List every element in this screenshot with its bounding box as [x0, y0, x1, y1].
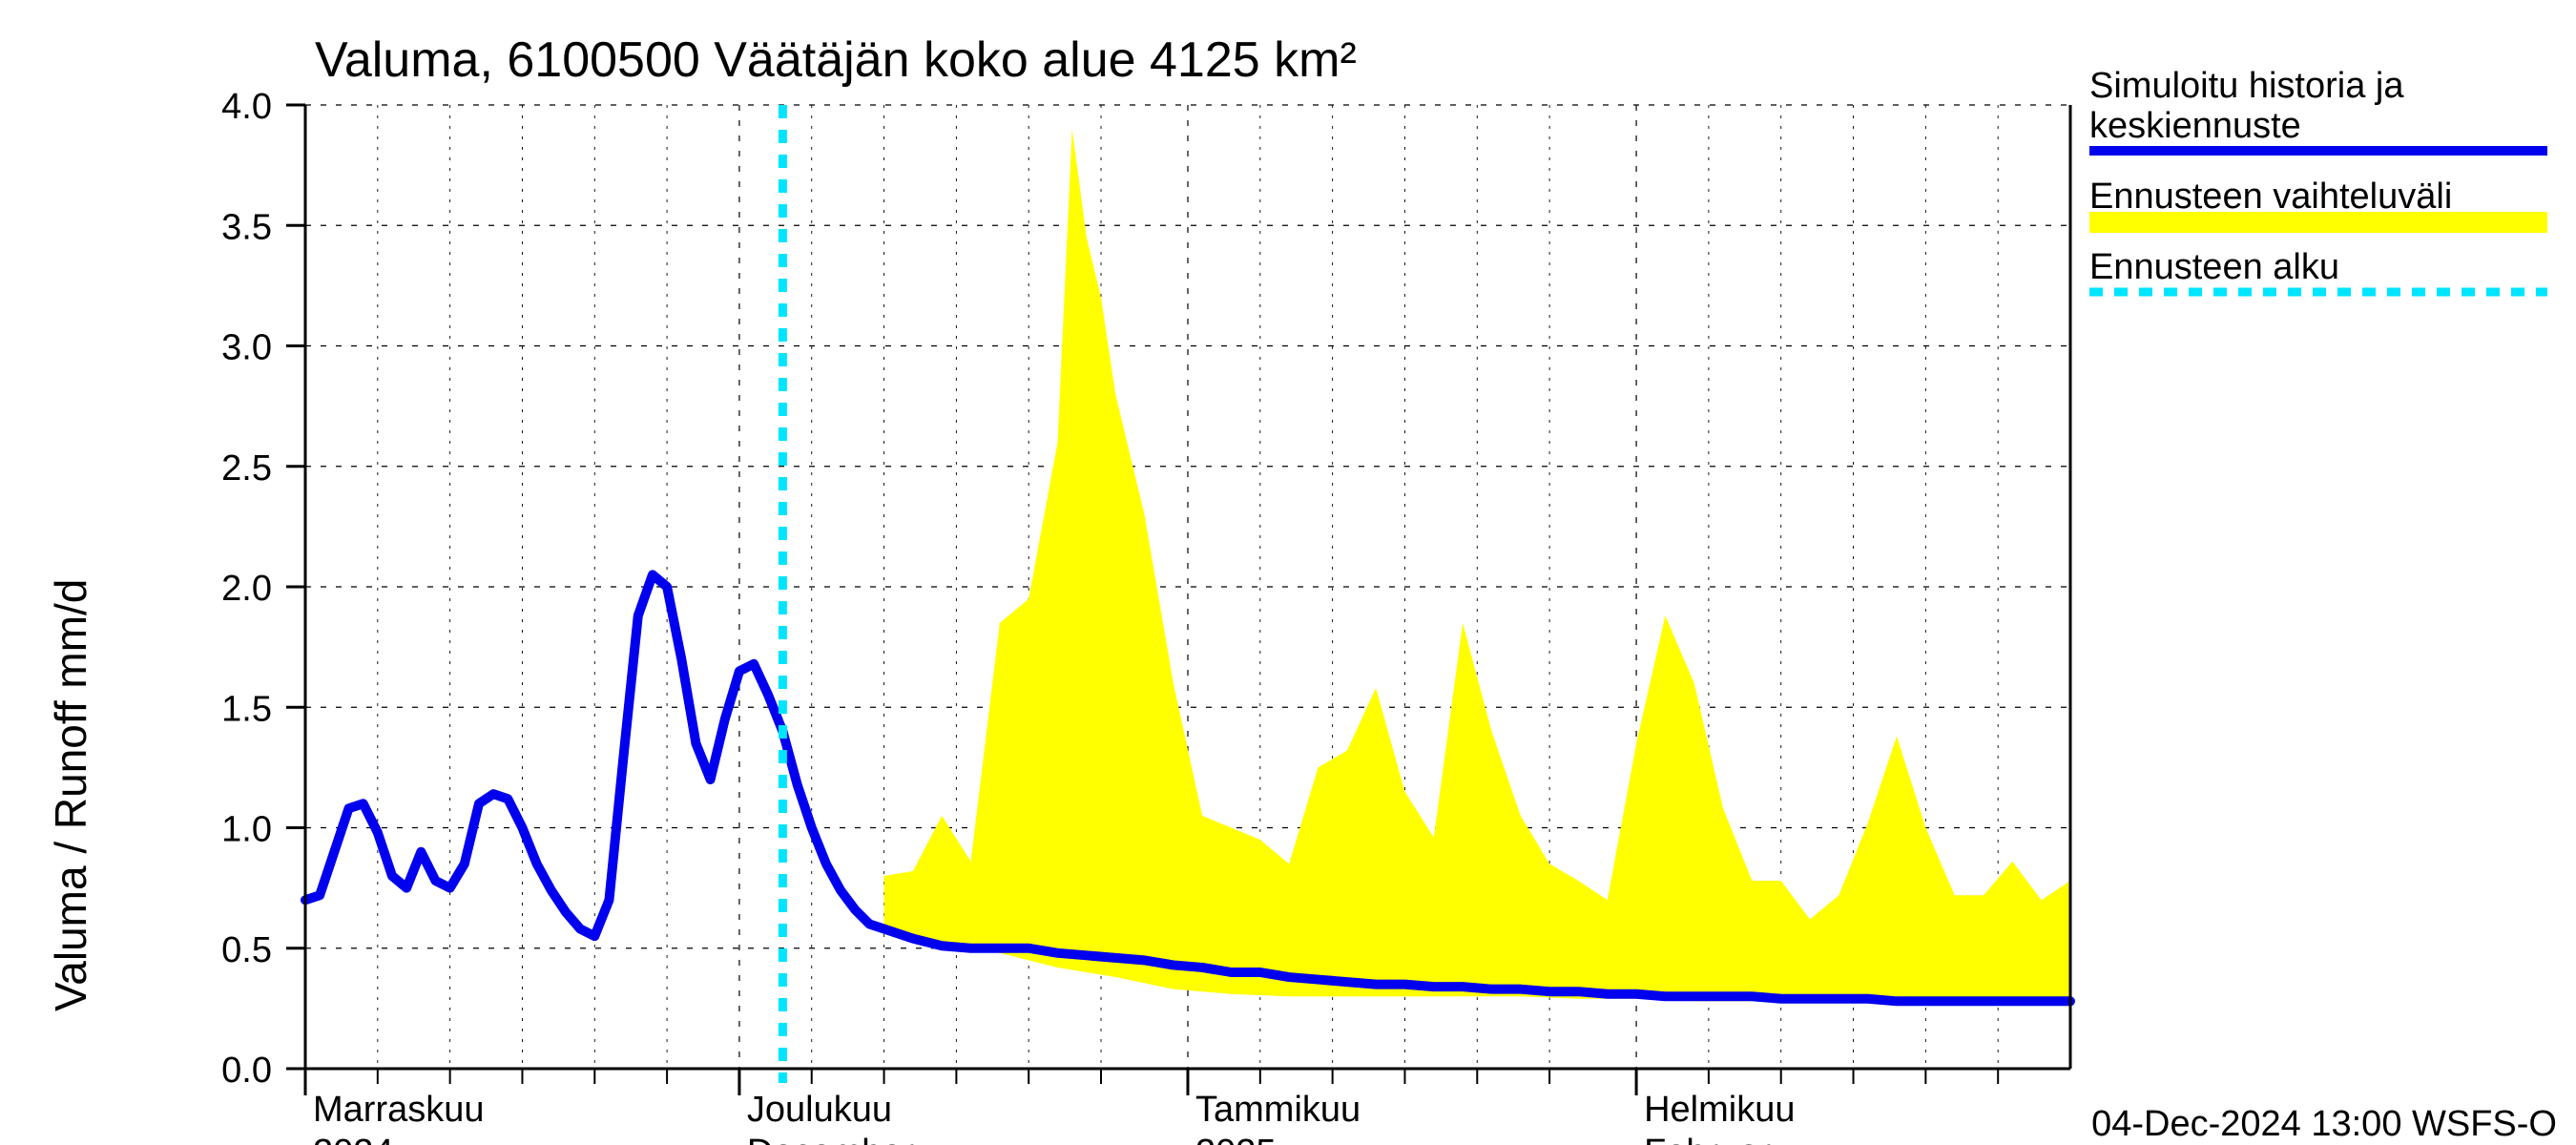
y-tick-label: 2.0: [221, 569, 272, 609]
x-month-label-bottom: 2025: [1195, 1133, 1277, 1145]
y-tick-label: 1.0: [221, 810, 272, 850]
legend-swatch-rect: [2089, 212, 2547, 233]
y-tick-label: 4.0: [221, 87, 272, 127]
x-month-label-top: Marraskuu: [313, 1090, 485, 1130]
chart-title: Valuma, 6100500 Väätäjän koko alue 4125 …: [315, 32, 1357, 88]
y-tick-label: 3.0: [221, 328, 272, 368]
x-month-label-top: Helmikuu: [1644, 1090, 1795, 1130]
x-month-label-top: Joulukuu: [747, 1090, 892, 1130]
y-tick-label: 3.5: [221, 207, 272, 247]
x-month-label-top: Tammikuu: [1195, 1090, 1361, 1130]
y-axis-label: Valuma / Runoff mm/d: [46, 579, 95, 1011]
chart-footer-timestamp: 04-Dec-2024 13:00 WSFS-O: [2091, 1104, 2557, 1144]
x-month-label-bottom: December: [747, 1133, 915, 1145]
x-month-label-bottom: 2024: [313, 1133, 394, 1145]
x-month-label-bottom: February: [1644, 1133, 1789, 1145]
y-tick-label: 0.5: [221, 930, 272, 970]
chart-svg: 0.0 0.5 1.0 1.5 2.0 2.5 3.0 3.5 4.0 Marraskuu 2024…: [0, 0, 2576, 1145]
y-tick-label: 1.5: [221, 689, 272, 729]
y-tick-label: 0.0: [221, 1051, 272, 1091]
y-tick-label: 2.5: [221, 448, 272, 489]
chart-container: 0.0 0.5 1.0 1.5 2.0 2.5 3.0 3.5 4.0 Marraskuu 2024…: [0, 0, 2576, 1145]
legend-label: keskiennuste: [2089, 106, 2301, 146]
legend-label: Simuloitu historia ja: [2089, 66, 2404, 106]
legend-label: Ennusteen alku: [2089, 247, 2339, 287]
legend-label: Ennusteen vaihteluväli: [2089, 177, 2452, 217]
